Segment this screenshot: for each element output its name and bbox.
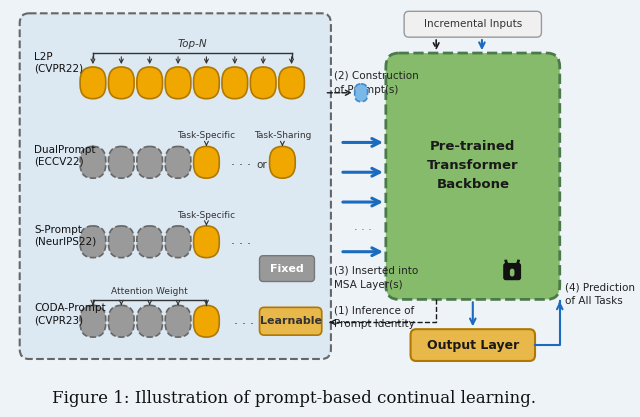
Text: CODA-Prompt
(CVPR23): CODA-Prompt (CVPR23) xyxy=(35,304,106,325)
Text: Attention Weight: Attention Weight xyxy=(111,287,188,296)
FancyBboxPatch shape xyxy=(109,305,134,337)
Text: Top-N: Top-N xyxy=(177,39,207,49)
Text: S-Prompt
(NeurIPS22): S-Prompt (NeurIPS22) xyxy=(35,225,97,246)
FancyBboxPatch shape xyxy=(80,67,106,99)
FancyBboxPatch shape xyxy=(510,269,515,276)
FancyBboxPatch shape xyxy=(222,67,248,99)
Text: Learnable: Learnable xyxy=(260,316,322,326)
FancyBboxPatch shape xyxy=(137,67,163,99)
FancyBboxPatch shape xyxy=(404,11,541,37)
Text: Task-Sharing: Task-Sharing xyxy=(253,131,311,141)
FancyBboxPatch shape xyxy=(250,67,276,99)
Text: Output Layer: Output Layer xyxy=(427,339,519,352)
FancyBboxPatch shape xyxy=(165,226,191,258)
Text: · · ·: · · · xyxy=(231,159,252,172)
FancyBboxPatch shape xyxy=(80,305,106,337)
FancyBboxPatch shape xyxy=(355,84,367,102)
Text: Pre-trained
Transformer
Backbone: Pre-trained Transformer Backbone xyxy=(427,140,518,191)
FancyBboxPatch shape xyxy=(109,226,134,258)
FancyBboxPatch shape xyxy=(137,226,163,258)
FancyBboxPatch shape xyxy=(20,13,331,359)
FancyBboxPatch shape xyxy=(137,305,163,337)
Text: Incremental Inputs: Incremental Inputs xyxy=(424,19,522,29)
FancyBboxPatch shape xyxy=(504,264,520,279)
FancyBboxPatch shape xyxy=(194,305,220,337)
FancyBboxPatch shape xyxy=(165,305,191,337)
FancyBboxPatch shape xyxy=(109,146,134,178)
Text: (1) Inference of
Prompt Identity: (1) Inference of Prompt Identity xyxy=(333,305,415,329)
FancyBboxPatch shape xyxy=(410,329,535,361)
FancyBboxPatch shape xyxy=(259,256,314,281)
Text: Figure 1: Illustration of prompt-based continual learning.: Figure 1: Illustration of prompt-based c… xyxy=(52,390,536,407)
Text: Fixed: Fixed xyxy=(270,264,304,274)
Text: · · ·: · · · xyxy=(231,238,252,251)
FancyBboxPatch shape xyxy=(165,67,191,99)
Text: Task-Specific: Task-Specific xyxy=(177,211,236,220)
FancyBboxPatch shape xyxy=(279,67,305,99)
FancyBboxPatch shape xyxy=(259,307,322,335)
Text: (2) Construction
of Prompt(s): (2) Construction of Prompt(s) xyxy=(333,71,419,95)
FancyBboxPatch shape xyxy=(194,226,220,258)
Text: (4) Prediction
of All Tasks: (4) Prediction of All Tasks xyxy=(565,282,636,306)
Text: Task-Specific: Task-Specific xyxy=(177,131,236,141)
FancyBboxPatch shape xyxy=(165,146,191,178)
FancyBboxPatch shape xyxy=(137,146,163,178)
Text: (3) Inserted into
MSA Layer(s): (3) Inserted into MSA Layer(s) xyxy=(333,266,418,289)
FancyBboxPatch shape xyxy=(386,53,560,299)
Text: L2P
(CVPR22): L2P (CVPR22) xyxy=(35,52,83,74)
Text: · · ·: · · · xyxy=(234,318,254,331)
FancyBboxPatch shape xyxy=(269,146,295,178)
Text: DualPrompt
(ECCV22): DualPrompt (ECCV22) xyxy=(35,145,96,166)
FancyBboxPatch shape xyxy=(80,226,106,258)
FancyBboxPatch shape xyxy=(80,146,106,178)
FancyBboxPatch shape xyxy=(109,67,134,99)
Text: or: or xyxy=(256,160,267,170)
Text: · · ·: · · · xyxy=(354,225,372,235)
FancyBboxPatch shape xyxy=(194,146,220,178)
FancyBboxPatch shape xyxy=(194,67,220,99)
